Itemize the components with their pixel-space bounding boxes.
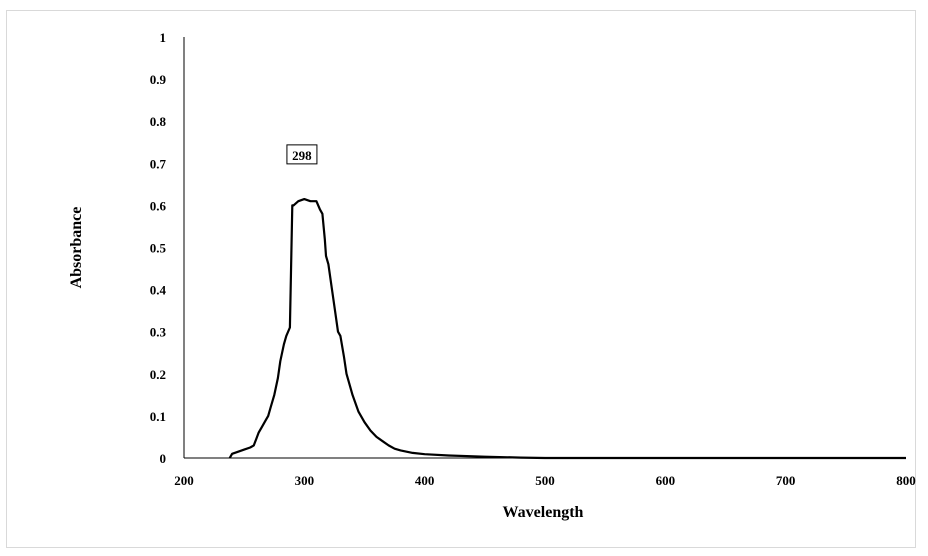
y-tick-label: 0.8 <box>150 114 167 129</box>
x-axis-title: Wavelength <box>503 504 584 521</box>
y-tick-label: 0.1 <box>150 409 166 424</box>
peak-annotation: 298 <box>286 144 318 165</box>
y-axis-ticks: 0 0.1 0.2 0.3 0.4 0.5 0.6 0.7 0.8 0.9 1 <box>150 30 167 466</box>
x-tick-label: 800 <box>896 473 916 488</box>
y-axis-title: Absorbance <box>68 207 85 289</box>
x-tick-label: 300 <box>295 473 315 488</box>
y-tick-label: 0.2 <box>150 367 166 382</box>
x-tick-label: 700 <box>776 473 796 488</box>
x-axis-ticks: 200 300 400 500 600 700 800 <box>174 473 916 488</box>
peak-annotation-box <box>286 144 318 165</box>
y-tick-label: 0.5 <box>150 241 167 256</box>
x-tick-label: 500 <box>535 473 555 488</box>
x-tick-label: 200 <box>174 473 194 488</box>
x-tick-label: 600 <box>656 473 676 488</box>
y-tick-label: 0.6 <box>150 198 167 213</box>
x-tick-label: 400 <box>415 473 435 488</box>
series-line <box>228 198 906 460</box>
y-tick-label: 0.4 <box>150 283 167 298</box>
y-tick-label: 0.9 <box>150 72 167 87</box>
y-tick-label: 0 <box>160 451 167 466</box>
peak-annotation-label: 298 <box>292 148 312 163</box>
y-tick-label: 0.7 <box>150 156 167 171</box>
y-tick-label: 1 <box>160 30 167 45</box>
y-tick-label: 0.3 <box>150 325 167 340</box>
